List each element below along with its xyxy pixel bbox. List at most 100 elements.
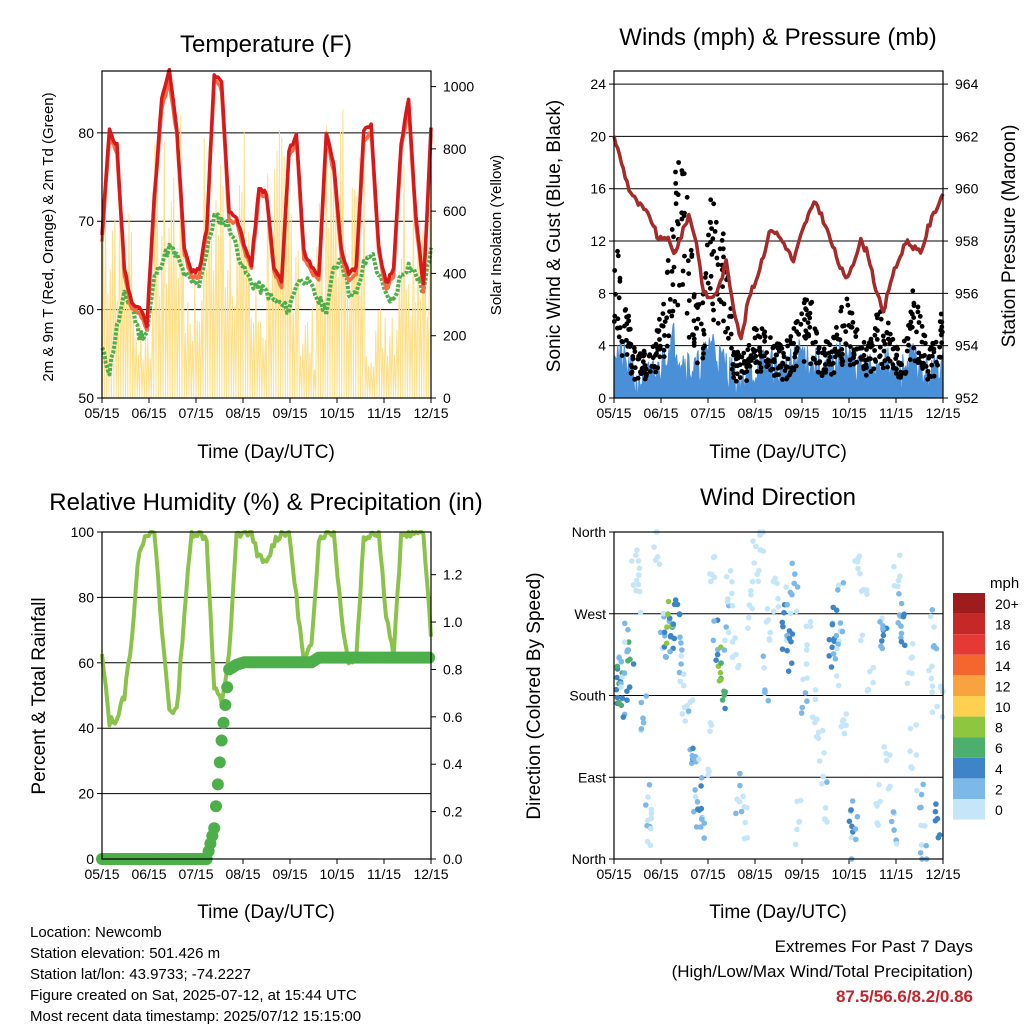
gust-point (801, 359, 807, 364)
direction-point (784, 647, 790, 654)
gust-point (881, 348, 887, 354)
direction-point (618, 684, 624, 690)
gust-point (714, 255, 720, 261)
direction-point (647, 825, 654, 832)
legend-label: 10 (995, 699, 1011, 715)
gust-point (726, 335, 731, 341)
direction-point (833, 632, 840, 639)
direction-tick-label: South (569, 688, 606, 704)
direction-point (887, 752, 893, 758)
rainfall-point (211, 778, 224, 791)
gust-point (812, 357, 817, 362)
gust-point (795, 319, 800, 324)
direction-point (750, 538, 756, 544)
gust-point (843, 341, 849, 346)
gust-point (920, 353, 926, 359)
direction-point (932, 817, 939, 824)
direction-point (876, 781, 882, 788)
direction-point (725, 629, 732, 636)
direction-point (829, 644, 835, 651)
direction-point (799, 704, 806, 711)
rainfall-point (219, 699, 232, 711)
gust-point (885, 320, 891, 326)
direction-point (636, 588, 643, 595)
direction-point (636, 565, 643, 572)
direction-point (793, 608, 800, 615)
x-tick-label: 05/15 (596, 405, 631, 421)
gust-point (689, 254, 695, 259)
gust-point (622, 308, 628, 313)
gust-point (739, 369, 745, 374)
gust-point (863, 362, 869, 368)
gust-point (635, 356, 641, 362)
gust-point (616, 325, 621, 331)
gust-point (810, 340, 816, 346)
direction-point (614, 674, 620, 681)
direction-point (729, 590, 735, 597)
direction-point (774, 580, 780, 587)
rainfall-point (213, 756, 226, 769)
x-tick-label: 11/15 (879, 866, 913, 882)
x-tick-label: 10/15 (319, 866, 354, 882)
gust-point (781, 350, 786, 356)
direction-point (710, 637, 717, 644)
gust-point (669, 227, 675, 232)
gust-point (916, 350, 922, 356)
direction-point (789, 560, 795, 567)
sonic-wind-area (613, 322, 944, 399)
legend-swatch (953, 593, 985, 614)
gust-point (881, 338, 887, 344)
gust-point (771, 359, 777, 365)
direction-point (682, 718, 688, 724)
x-tick-label: 10/15 (831, 405, 866, 421)
direction-point (707, 728, 713, 735)
direction-point (815, 735, 822, 742)
gust-point (759, 326, 765, 332)
gust-point (694, 302, 700, 308)
gust-point (711, 201, 717, 207)
gust-point (666, 333, 672, 339)
direction-point (843, 722, 849, 729)
gust-point (675, 302, 681, 308)
direction-point (656, 561, 663, 567)
y-tick-label: 20 (78, 786, 94, 802)
x-tick-label: 06/15 (643, 405, 678, 421)
direction-point (835, 641, 841, 648)
direction-point (922, 823, 928, 829)
gust-point (747, 363, 753, 369)
x-tick-label: 11/15 (367, 405, 401, 421)
direction-point (664, 624, 670, 630)
gust-point (785, 364, 790, 370)
gust-point (709, 226, 714, 232)
gust-point (642, 376, 648, 382)
winds-y-label: Sonic Wind & Gust (Blue, Black) (544, 100, 565, 372)
gust-point (911, 315, 917, 320)
gust-point (755, 333, 761, 339)
direction-point (929, 709, 936, 716)
direction-point (902, 642, 908, 649)
wind-direction-title: Wind Direction (700, 484, 856, 511)
gust-point (710, 236, 716, 242)
y2-tick-label: 956 (955, 285, 979, 301)
gust-point (866, 356, 872, 362)
humidity-line (100, 530, 433, 728)
gust-point (746, 342, 752, 348)
x-tick-label: 07/15 (690, 405, 725, 421)
gust-point (691, 336, 697, 342)
gust-point (868, 369, 874, 374)
direction-point (637, 609, 644, 616)
direction-point (677, 678, 683, 685)
gust-point (764, 364, 770, 369)
gust-point (931, 349, 937, 355)
direction-point (935, 834, 942, 841)
gust-point (791, 326, 797, 331)
gust-point (733, 378, 739, 384)
gust-point (873, 359, 879, 364)
direction-point (629, 558, 635, 564)
direction-point (740, 793, 746, 800)
direction-point (705, 766, 711, 773)
legend-label: 18 (995, 617, 1011, 633)
gust-point (635, 375, 641, 381)
direction-tick-label: East (578, 769, 606, 785)
gust-point (712, 229, 718, 234)
